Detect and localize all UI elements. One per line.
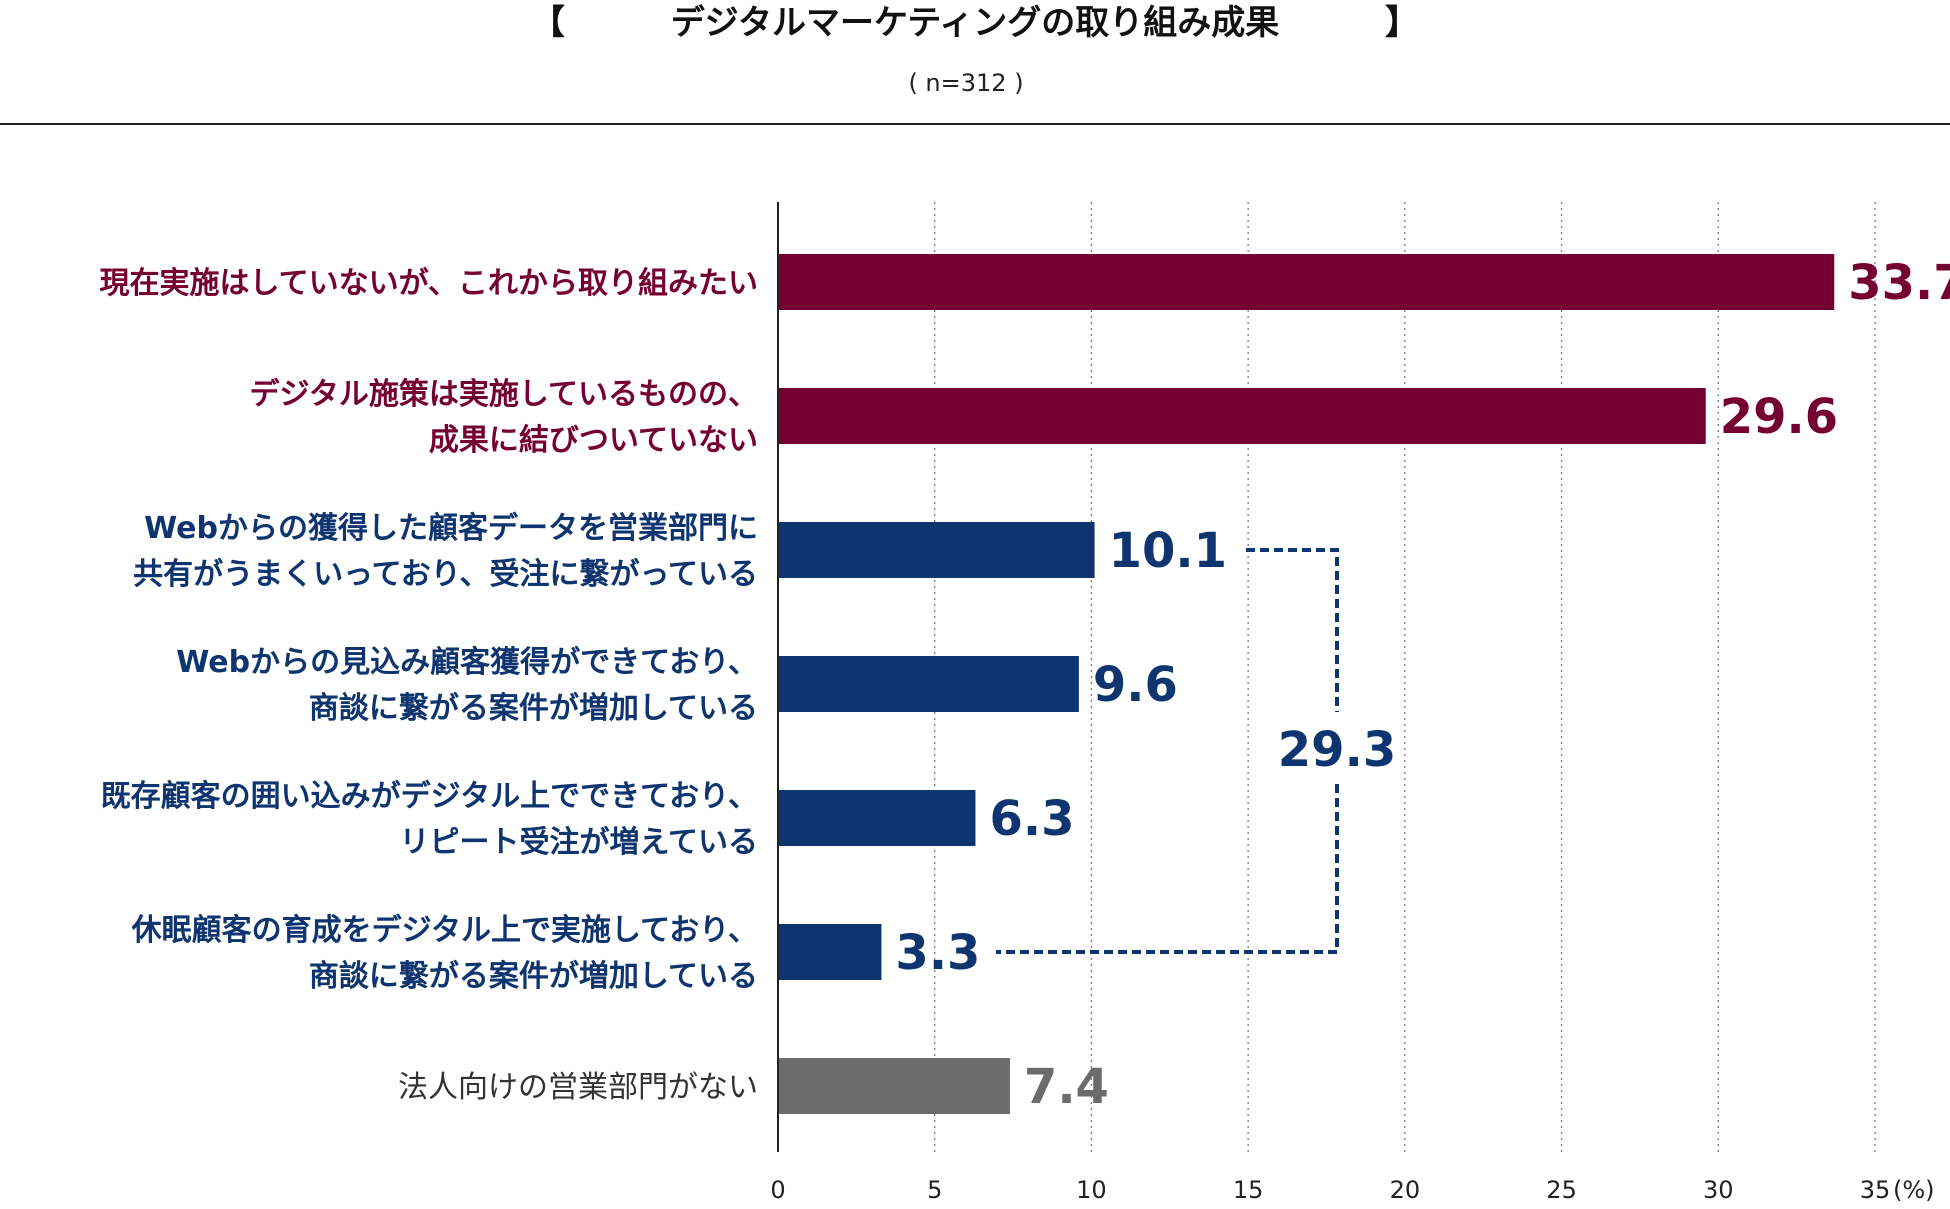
value-label: 7.4 (1024, 1059, 1109, 1115)
value-label: 10.1 (1109, 523, 1227, 579)
x-tick-label: 5 (927, 1176, 942, 1204)
x-tick-label: 25 (1546, 1176, 1577, 1204)
x-tick-label: 0 (770, 1176, 785, 1204)
category-label: デジタル施策は実施しているものの、 (250, 377, 759, 412)
value-label: 6.3 (989, 791, 1074, 847)
category-label: 商談に繋がる案件が増加している (309, 691, 758, 726)
category-label: 共有がうまくいっており、受注に繋がっている (133, 557, 758, 592)
value-label: 33.7 (1848, 255, 1950, 311)
bracket-total-label: 29.3 (1278, 722, 1396, 778)
x-tick-label: 20 (1390, 1176, 1421, 1204)
x-axis-unit: (%) (1893, 1176, 1935, 1204)
value-label: 3.3 (895, 925, 980, 981)
category-label: 法人向けの営業部門がない (398, 1070, 758, 1105)
title-bracket-open: 【 (531, 3, 565, 43)
category-label: Webからの見込み顧客獲得ができており、 (176, 645, 758, 680)
x-tick-label: 35 (1860, 1176, 1891, 1204)
title-bracket-close: 】 (1385, 3, 1419, 43)
bar (778, 254, 1835, 310)
category-label: リピート受注が増えている (400, 825, 759, 860)
category-label: Webからの獲得した顧客データを営業部門に (144, 511, 758, 546)
category-label: 成果に結びついていない (429, 423, 758, 458)
category-label: 現在実施はしていないが、これから取り組みたい (100, 266, 759, 301)
x-tick-label: 10 (1076, 1176, 1107, 1204)
bar (778, 388, 1706, 444)
bracket-line-top (1246, 548, 1339, 712)
x-tick-label: 15 (1233, 1176, 1264, 1204)
category-label: 既存顧客の囲い込みがデジタル上でできており、 (101, 779, 758, 814)
bar (778, 522, 1095, 578)
category-label: 商談に繋がる案件が増加している (309, 959, 758, 994)
bar (778, 924, 882, 980)
value-label: 29.6 (1720, 389, 1838, 445)
bar (778, 790, 976, 846)
bar (778, 1058, 1010, 1114)
bracket-line-bottom (996, 784, 1339, 954)
chart-subtitle: ( n=312 ) (908, 69, 1023, 97)
x-tick-label: 30 (1703, 1176, 1734, 1204)
category-label: 休眠顧客の育成をデジタル上で実施しており、 (131, 913, 758, 948)
value-label: 9.6 (1093, 657, 1178, 713)
chart-title: デジタルマーケティングの取り組み成果 (671, 3, 1280, 43)
bar (778, 656, 1079, 712)
